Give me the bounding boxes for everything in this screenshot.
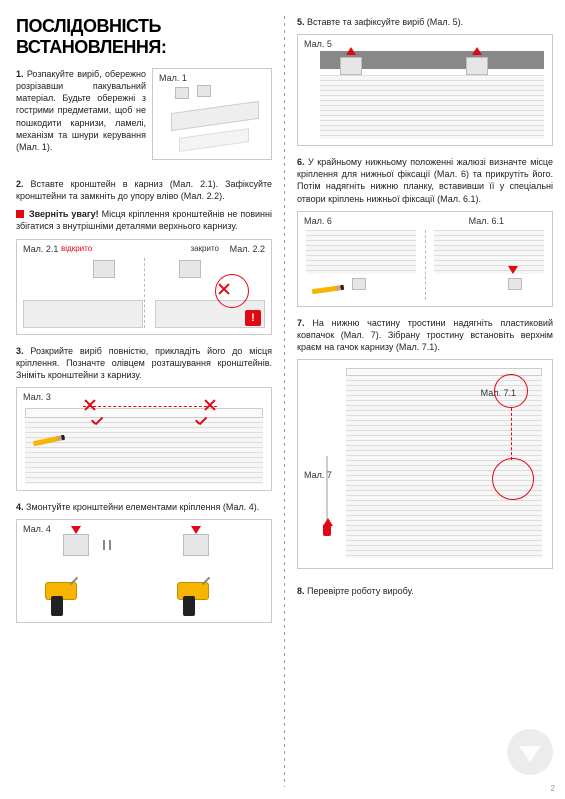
fig2-bracket-open xyxy=(93,260,115,278)
fig5-label: Мал. 5 xyxy=(304,39,332,49)
step3-num: 3. xyxy=(16,346,24,356)
fig6-split xyxy=(425,230,426,300)
fig5-arrow2 xyxy=(472,47,482,55)
step1-text: 1. Розпакуйте виріб, обережно розрізавши… xyxy=(16,68,146,164)
warning-square-icon xyxy=(16,210,24,218)
step8-num: 8. xyxy=(297,586,305,596)
step1-body: Розпакуйте виріб, обережно розрізавши па… xyxy=(16,69,146,152)
step1-block: 1. Розпакуйте виріб, обережно розрізавши… xyxy=(16,68,272,170)
step2-warn-label: Зверніть увагу! xyxy=(29,209,99,219)
left-column: ПОСЛІДОВНІСТЬ ВСТАНОВЛЕННЯ: 1. Розпакуйт… xyxy=(16,16,282,787)
fig2-split xyxy=(144,258,145,328)
step8-body: Перевірте роботу виробу. xyxy=(307,586,414,596)
fig3-label: Мал. 3 xyxy=(23,392,51,402)
figure-6: Мал. 6 Мал. 6.1 xyxy=(297,211,553,307)
fig3-x1 xyxy=(83,398,97,412)
step4-body: Змонтуйте кронштейни елементами кріпленн… xyxy=(26,502,259,512)
step4-text: 4. Змонтуйте кронштейни елементами кріпл… xyxy=(16,501,272,513)
step4-num: 4. xyxy=(16,502,24,512)
fig4-bracket2 xyxy=(183,534,209,556)
figure-5: Мал. 5 xyxy=(297,34,553,146)
fig6-lowfix xyxy=(352,278,366,290)
fig22-label: Мал. 2.2 xyxy=(230,244,265,254)
step6-num: 6. xyxy=(297,157,305,167)
fig61-lowfix xyxy=(508,278,522,290)
step6-text: 6. У крайньому нижньому положенні жалюзі… xyxy=(297,156,553,205)
step5-text: 5. Вставте та зафіксуйте виріб (Мал. 5). xyxy=(297,16,553,28)
fig3-blinds xyxy=(25,412,263,484)
figure-1: Мал. 1 xyxy=(152,68,272,160)
fig4-label: Мал. 4 xyxy=(23,524,51,534)
fig4-drill1 xyxy=(45,582,85,618)
fig7-arrow-cap xyxy=(323,518,333,526)
step7-body: На нижню частину тростини надягніть плас… xyxy=(297,318,553,352)
fig7-rod xyxy=(326,456,328,520)
fig3-check2 xyxy=(195,416,209,426)
fig1-packaging xyxy=(179,128,249,152)
right-column: 5. Вставте та зафіксуйте виріб (Мал. 5).… xyxy=(287,16,553,787)
main-title: ПОСЛІДОВНІСТЬ ВСТАНОВЛЕННЯ: xyxy=(16,16,272,58)
fig2-warn-badge: ! xyxy=(245,310,261,326)
fig6-blinds-right xyxy=(434,230,544,274)
page: ПОСЛІДОВНІСТЬ ВСТАНОВЛЕННЯ: 1. Розпакуйт… xyxy=(0,0,565,799)
fig71-circle2 xyxy=(492,458,534,500)
fig4-drill2 xyxy=(177,582,217,618)
step6-body: У крайньому нижньому положенні жалюзі ви… xyxy=(297,157,553,203)
fig2-bracket-closed xyxy=(179,260,201,278)
fig1-label: Мал. 1 xyxy=(159,73,187,83)
fig4-screw2 xyxy=(109,540,111,550)
step7-text: 7. На нижню частину тростини надягніть п… xyxy=(297,317,553,353)
fig4-bracket1 xyxy=(63,534,89,556)
step2-warning: Зверніть увагу! Місця кріплення кронштей… xyxy=(16,208,272,232)
step7-num: 7. xyxy=(297,318,305,328)
step5-num: 5. xyxy=(297,17,305,27)
fig2-x-mark xyxy=(217,282,231,296)
fig7-label: Мал. 7 xyxy=(304,470,332,480)
step3-body: Розкрийте виріб повністю, прикладіть йог… xyxy=(16,346,272,380)
fig3-rail xyxy=(25,408,263,418)
fig2-rail-left xyxy=(23,300,143,328)
step2-body: Вставте кронштейн в карниз (Мал. 2.1). З… xyxy=(16,179,272,201)
fig4-arrow2 xyxy=(191,526,201,534)
fig6-blinds-left xyxy=(306,230,416,274)
fig4-arrow1 xyxy=(71,526,81,534)
fig1-rail xyxy=(171,101,259,131)
fig61-arrow xyxy=(508,266,518,274)
fig5-arrow1 xyxy=(346,47,356,55)
fig5-bracket2 xyxy=(466,57,488,75)
step8-text: 8. Перевірте роботу виробу. xyxy=(297,585,553,597)
fig71-circle1 xyxy=(494,374,528,408)
fig3-check1 xyxy=(91,416,105,426)
step1-num: 1. xyxy=(16,69,24,79)
step2-num: 2. xyxy=(16,179,24,189)
fig6-pencil xyxy=(312,285,344,294)
fig1-bracket2 xyxy=(197,85,211,97)
fig5-bracket1 xyxy=(340,57,362,75)
column-divider xyxy=(284,16,285,787)
fig5-blinds xyxy=(320,75,544,139)
figure-4: Мал. 4 xyxy=(16,519,272,623)
figure-3: Мал. 3 xyxy=(16,387,272,491)
step5-body: Вставте та зафіксуйте виріб (Мал. 5). xyxy=(307,17,463,27)
fig4-screw1 xyxy=(103,540,105,550)
page-number: 2 xyxy=(551,784,555,793)
fig61-label: Мал. 6.1 xyxy=(469,216,504,226)
download-watermark-icon xyxy=(507,729,553,775)
closed-label: закрито xyxy=(190,244,219,253)
fig21-label: Мал. 2.1 xyxy=(23,244,58,254)
fig6-label: Мал. 6 xyxy=(304,216,332,226)
fig3-dash xyxy=(83,406,217,407)
fig71-dash xyxy=(511,408,512,460)
figure-7: Мал. 7 Мал. 7.1 xyxy=(297,359,553,569)
step3-text: 3. Розкрийте виріб повністю, прикладіть … xyxy=(16,345,272,381)
open-label: відкрито xyxy=(61,244,92,253)
step2-text: 2. Вставте кронштейн в карниз (Мал. 2.1)… xyxy=(16,178,272,202)
fig1-bracket xyxy=(175,87,189,99)
fig3-x2 xyxy=(203,398,217,412)
figure-2: Мал. 2.1 відкрито закрито Мал. 2.2 ! xyxy=(16,239,272,335)
